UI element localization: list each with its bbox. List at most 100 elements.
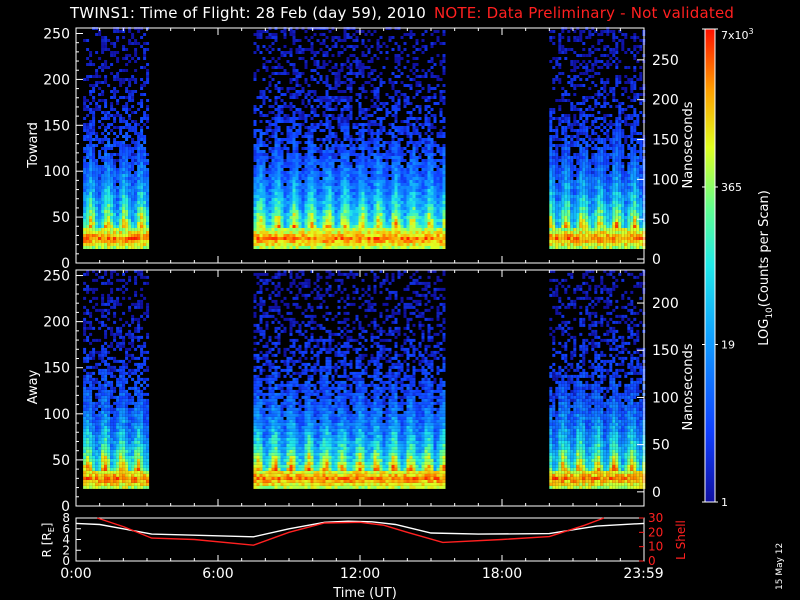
heatmap-cell	[573, 93, 577, 96]
heatmap-cell	[280, 111, 284, 114]
heatmap-cell	[391, 81, 395, 84]
heatmap-cell	[310, 105, 314, 108]
heatmap-cell	[298, 72, 302, 75]
heatmap-cell	[83, 243, 87, 246]
heatmap-cell	[364, 234, 368, 237]
heatmap-cell	[382, 186, 386, 189]
heatmap-cell	[397, 147, 401, 150]
heatmap-cell	[313, 162, 317, 165]
heatmap-cell	[310, 75, 314, 78]
heatmap-cell	[403, 231, 407, 234]
heatmap-cell	[340, 117, 344, 120]
heatmap-cell	[328, 231, 332, 234]
heatmap-cell	[355, 36, 359, 39]
heatmap-cell	[113, 120, 117, 123]
heatmap-cell	[89, 219, 93, 222]
heatmap-cell	[125, 246, 129, 249]
heatmap-cell	[301, 72, 305, 75]
heatmap-cell	[125, 237, 129, 240]
heatmap-cell	[280, 213, 284, 216]
heatmap-cell	[397, 246, 401, 249]
heatmap-cell	[552, 81, 556, 84]
heatmap-cell	[430, 60, 434, 63]
heatmap-cell	[134, 147, 138, 150]
heatmap-cell	[397, 60, 401, 63]
heatmap-cell	[331, 198, 335, 201]
heatmap-cell	[558, 33, 562, 36]
heatmap-cell	[570, 219, 574, 222]
heatmap-cell	[137, 42, 141, 45]
heatmap-cell	[352, 219, 356, 222]
heatmap-cell	[442, 57, 446, 60]
heatmap-cell	[104, 129, 108, 132]
heatmap-cell	[131, 99, 135, 102]
heatmap-cell	[289, 180, 293, 183]
heatmap-cell	[433, 240, 437, 243]
heatmap-cell	[564, 204, 568, 207]
heatmap-cell	[337, 36, 341, 39]
heatmap-cell	[253, 105, 257, 108]
heatmap-cell	[253, 177, 257, 180]
heatmap-cell	[304, 162, 308, 165]
heatmap-cell	[104, 153, 108, 156]
heatmap-cell	[549, 234, 553, 237]
heatmap-cell	[385, 168, 389, 171]
heatmap-cell	[292, 96, 296, 99]
heatmap-cell	[307, 195, 311, 198]
heatmap-cell	[122, 57, 126, 60]
heatmap-cell	[564, 183, 568, 186]
heatmap-cell	[140, 156, 144, 159]
heatmap-cell	[289, 159, 293, 162]
heatmap-cell	[421, 246, 425, 249]
heatmap-cell	[421, 231, 425, 234]
heatmap-cell	[307, 153, 311, 156]
heatmap-cell	[564, 174, 568, 177]
heatmap-cell	[113, 54, 117, 57]
heatmap-cell	[125, 78, 129, 81]
heatmap-cell	[385, 156, 389, 159]
heatmap-cell	[104, 75, 108, 78]
heatmap-cell	[412, 150, 416, 153]
heatmap-cell	[295, 48, 299, 51]
heatmap-cell	[385, 207, 389, 210]
heatmap-cell	[101, 147, 105, 150]
heatmap-cell	[367, 75, 371, 78]
heatmap-cell	[376, 192, 380, 195]
heatmap-cell	[334, 213, 338, 216]
heatmap-cell	[122, 141, 126, 144]
heatmap-cell	[385, 174, 389, 177]
heatmap-cell	[89, 159, 93, 162]
heatmap-cell	[549, 150, 553, 153]
heatmap-cell	[274, 159, 278, 162]
heatmap-cell	[292, 192, 296, 195]
heatmap-cell	[582, 141, 586, 144]
heatmap-cell	[582, 240, 586, 243]
heatmap-cell	[86, 231, 90, 234]
heatmap-cell	[424, 183, 428, 186]
heatmap-cell	[376, 57, 380, 60]
heatmap-cell	[343, 135, 347, 138]
heatmap-cell	[406, 126, 410, 129]
heatmap-cell	[415, 144, 419, 147]
heatmap-cell	[433, 63, 437, 66]
heatmap-cell	[301, 195, 305, 198]
heatmap-cell	[579, 222, 583, 225]
heatmap-cell	[328, 84, 332, 87]
heatmap-cell	[107, 189, 111, 192]
heatmap-cell	[277, 159, 281, 162]
heatmap-cell	[316, 66, 320, 69]
heatmap-cell	[394, 90, 398, 93]
heatmap-cell	[343, 144, 347, 147]
heatmap-cell	[340, 180, 344, 183]
heatmap-cell	[385, 183, 389, 186]
heatmap-cell	[140, 243, 144, 246]
heatmap-cell	[364, 81, 368, 84]
heatmap-cell	[442, 216, 446, 219]
heatmap-cell	[125, 240, 129, 243]
heatmap-cell	[588, 228, 592, 231]
heatmap-cell	[295, 210, 299, 213]
heatmap-cell	[280, 72, 284, 75]
heatmap-cell	[340, 165, 344, 168]
heatmap-cell	[95, 180, 99, 183]
heatmap-cell	[549, 204, 553, 207]
